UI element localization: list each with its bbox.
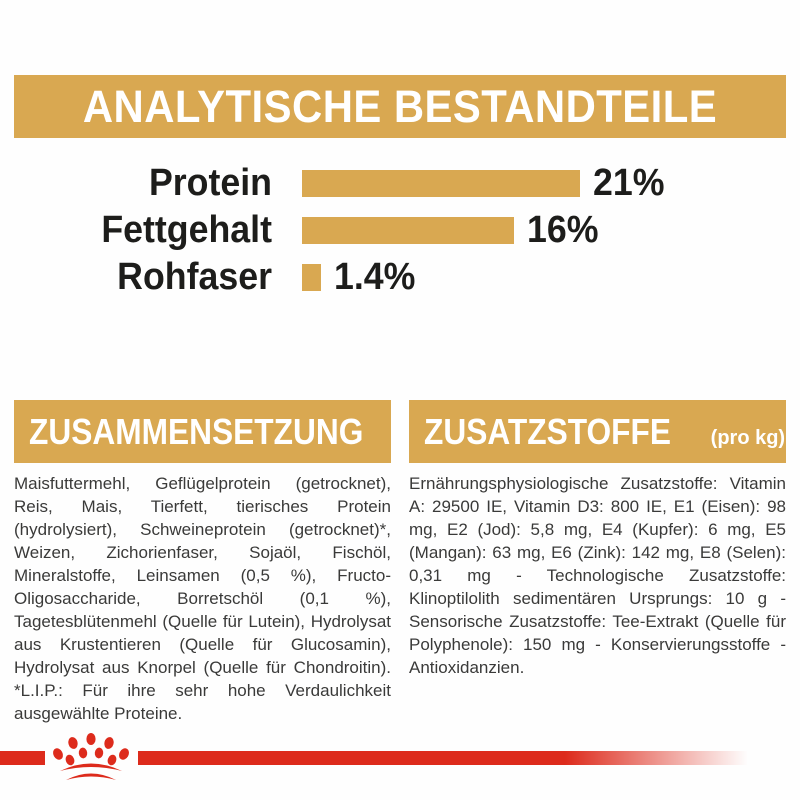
composition-header-banner: ZUSAMMENSETZUNG [14,400,391,463]
bar-label: Rohfaser [117,256,272,298]
bar [302,217,514,244]
footer-rule-right [138,751,748,765]
bar-label: Fettgehalt [101,209,273,251]
composition-heading: ZUSAMMENSETZUNG [29,410,364,452]
additives-heading: ZUSATZSTOFFE [424,410,671,452]
chart-row-fat: Fettgehalt 16% [14,207,786,254]
analytical-constituents-chart: Protein 21% Fettgehalt 16% Rohfaser 1.4% [14,160,786,301]
bar-value: 16% [526,209,599,251]
royal-canin-crown-icon [53,733,129,780]
additives-heading-unit: (pro kg) [710,427,786,449]
composition-section: ZUSAMMENSETZUNG Maisfuttermehl, Geflügel… [14,400,391,725]
chart-row-protein: Protein 21% [14,160,786,207]
additives-text: Ernährungsphysiologische Zusatzstoffe: V… [409,474,786,677]
bar-value: 21% [593,162,665,204]
bar-value: 1.4% [333,256,415,298]
additives-section: ZUSATZSTOFFE (pro kg) Ernährungsphysiolo… [409,400,786,679]
bar-label: Protein [148,162,272,204]
bar [302,264,321,291]
bar [302,170,580,197]
page-title: ANALYTISCHE BESTANDTEILE [82,80,718,132]
additives-header-banner: ZUSATZSTOFFE (pro kg) [409,400,786,463]
analytical-constituents-banner: ANALYTISCHE BESTANDTEILE [14,75,786,138]
composition-text: Maisfuttermehl, Geflügelprotein (getrock… [14,474,391,723]
footer-rule-left [0,751,45,765]
chart-row-fibre: Rohfaser 1.4% [14,254,786,301]
